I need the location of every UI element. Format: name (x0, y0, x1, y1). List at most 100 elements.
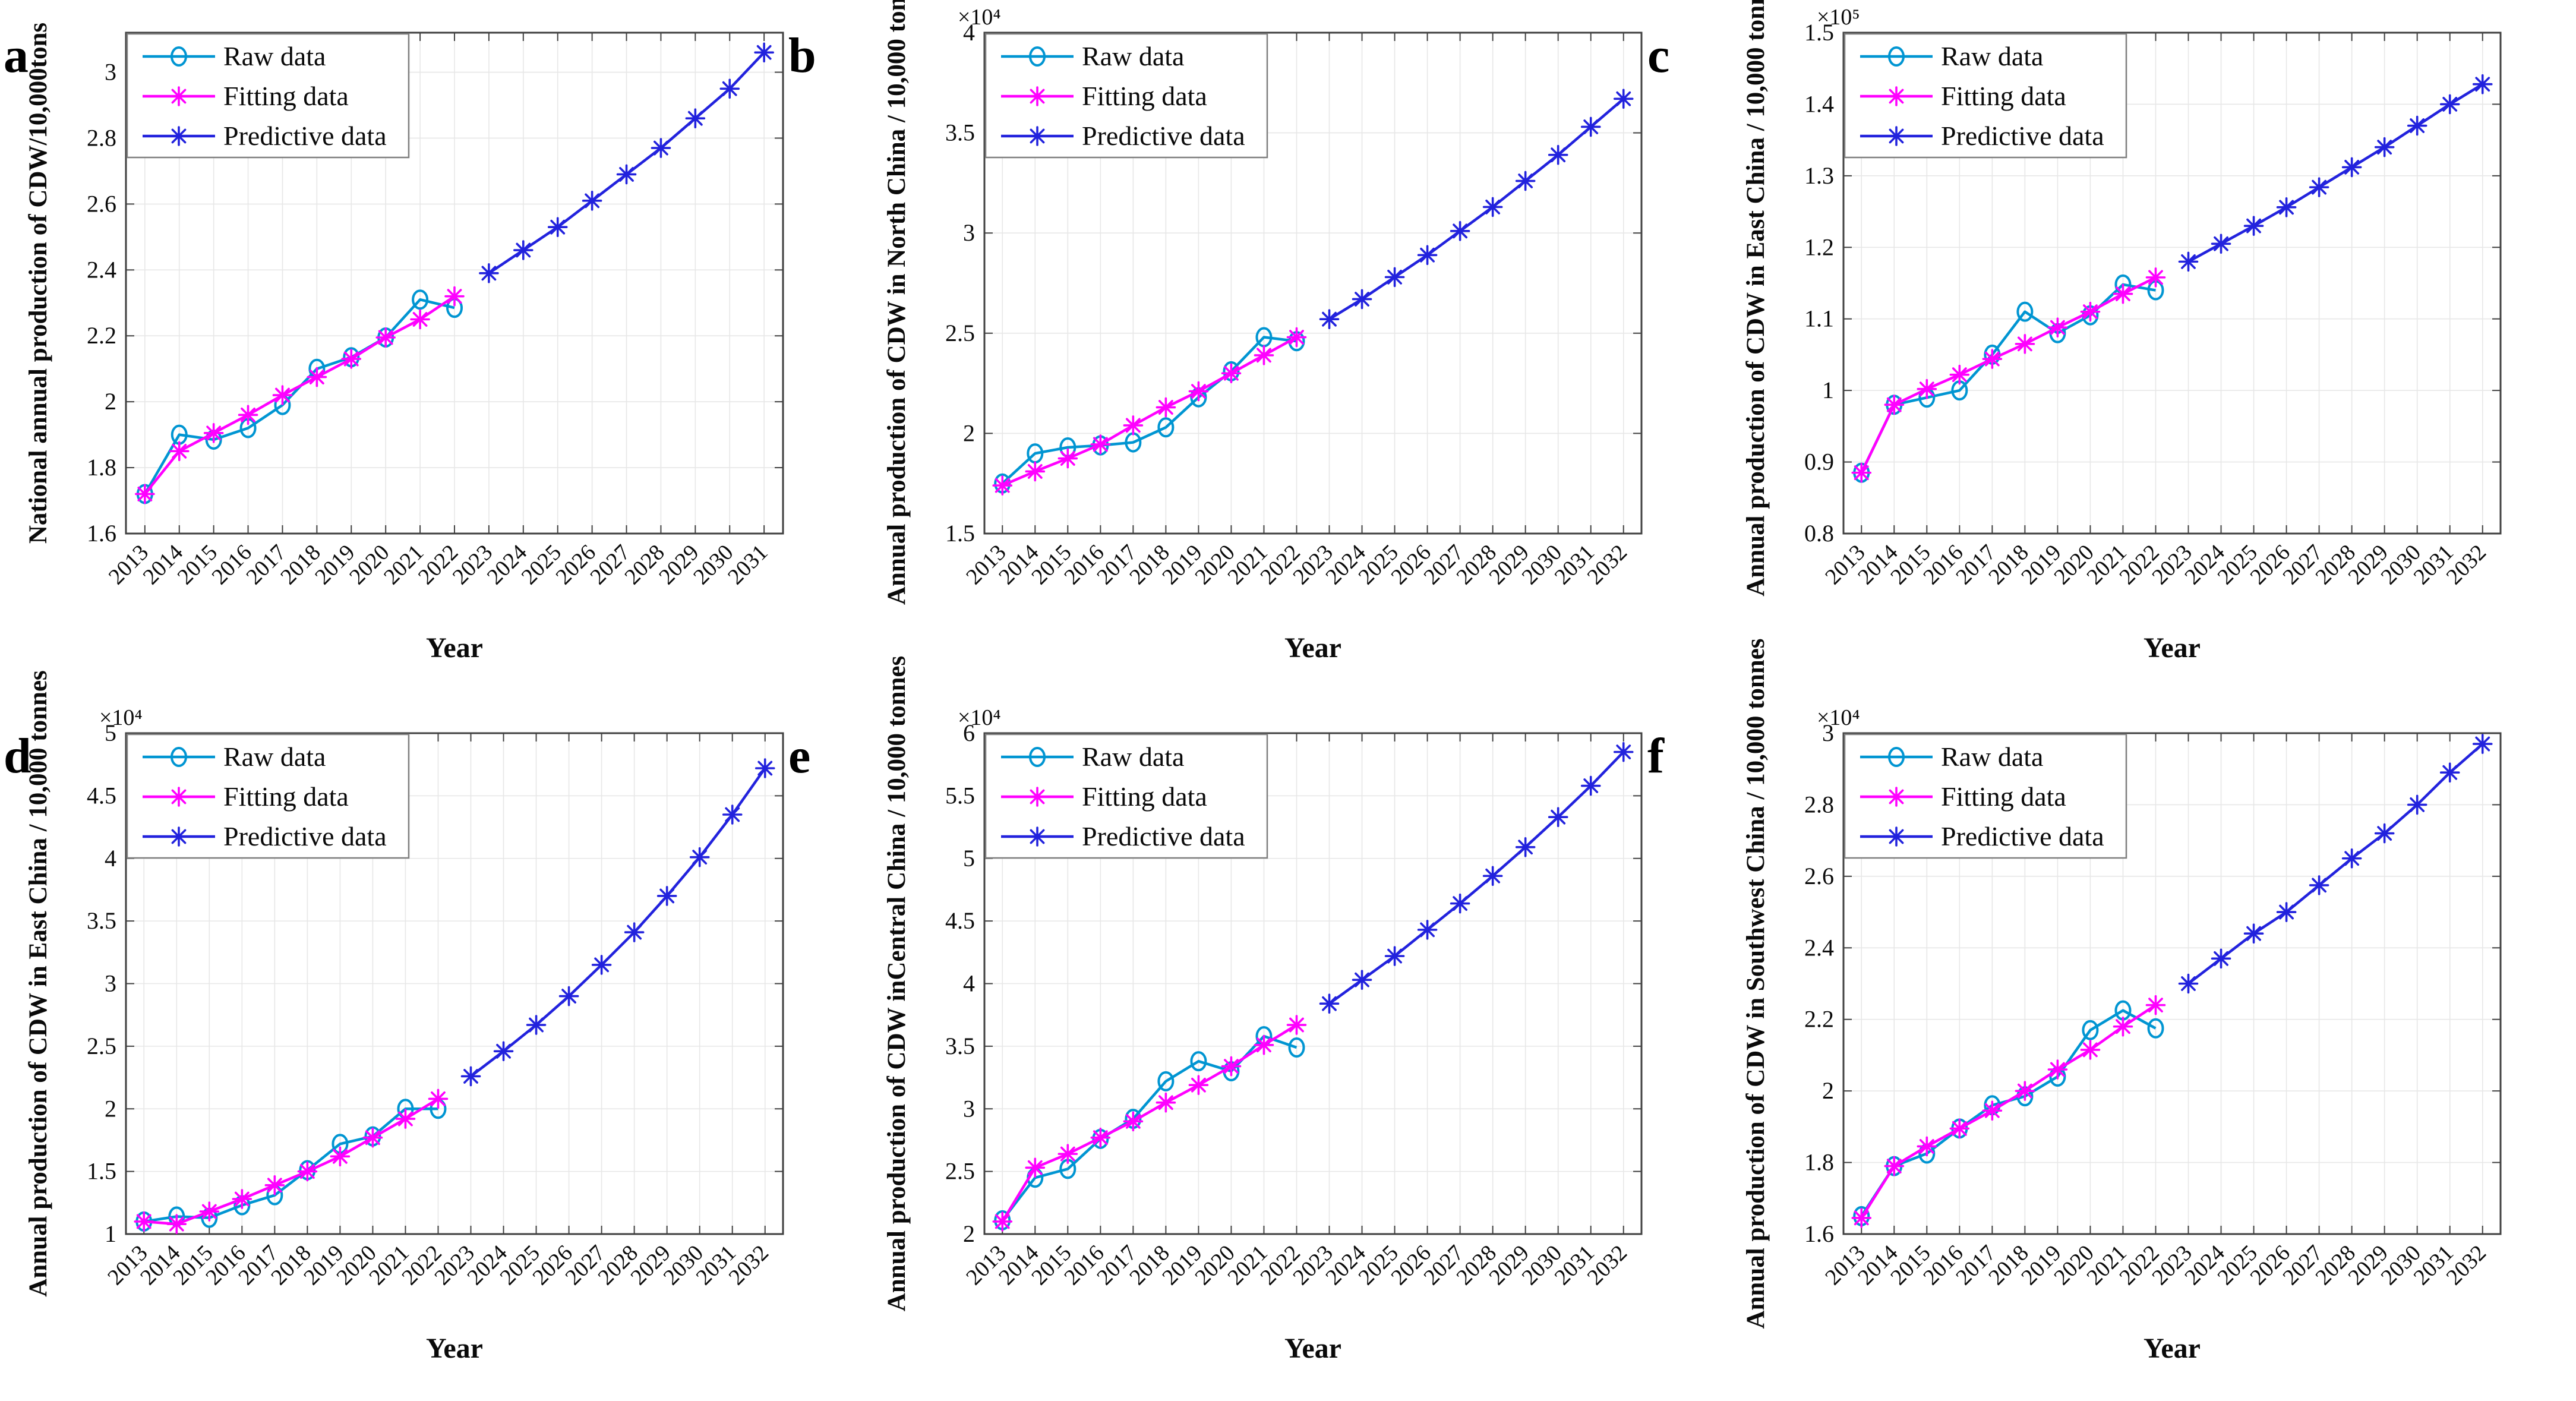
chart-c: 0.80.911.11.21.31.41.5201320142015201620… (1742, 0, 2502, 664)
asterisk-marker (1158, 1095, 1173, 1110)
y-tick-label: 2.6 (87, 190, 116, 217)
asterisk-marker (412, 312, 428, 327)
asterisk-marker (1854, 1210, 1869, 1226)
y-tick-label: 1.5 (87, 1158, 116, 1185)
y-tick-label: 2.6 (1804, 863, 1834, 889)
asterisk-marker (2116, 1019, 2130, 1034)
legend: Raw data Fitting data Predictive data (984, 733, 1268, 859)
asterisk-marker (1583, 778, 1599, 793)
raw-line (143, 298, 455, 495)
y-tick-label: 1 (1822, 377, 1834, 403)
legend-circle-marker (1029, 46, 1046, 67)
chart-f: 1.61.822.22.42.62.8320132014201520162017… (1742, 638, 2502, 1364)
asterisk-marker (1191, 384, 1206, 399)
legend: Raw data Fitting data Predictive data (1843, 733, 2127, 859)
y-tick-label: 1.4 (1804, 90, 1834, 117)
asterisk-marker (1060, 1146, 1075, 1162)
asterisk-marker (1355, 292, 1369, 307)
asterisk-marker (1551, 147, 1566, 163)
legend-label: Fitting data (1941, 81, 2066, 111)
asterisk-marker (2410, 118, 2425, 133)
asterisk-marker (1125, 1113, 1141, 1129)
panel-letter-b: b (788, 28, 816, 83)
panel-a: a 1.6 1.8 2 2.2 2.4 2.6 2.8 3 2013 2014 2015 2016 20… (0, 0, 858, 700)
asterisk-marker (1952, 367, 1967, 383)
y-tick-label: 3.5 (945, 119, 975, 146)
asterisk-marker (365, 1130, 380, 1146)
y-tick-label: 2.4 (87, 256, 116, 283)
asterisk-marker (2475, 736, 2490, 752)
asterisk-marker (1257, 348, 1271, 363)
asterisk-marker (1453, 223, 1468, 239)
y-tick-label: 4 (105, 845, 116, 872)
legend-label: Fitting data (1941, 781, 2066, 812)
panel-letter-e: e (788, 728, 811, 784)
asterisk-marker (2344, 159, 2360, 175)
legend: Raw data Fitting data Predictive data (126, 733, 410, 859)
asterisk-marker (2475, 77, 2490, 92)
y-tick-label: 1.3 (1804, 162, 1834, 189)
series-fitting (1851, 267, 2166, 483)
legend-label: Predictive data (223, 121, 387, 151)
legend-circle-marker (171, 46, 187, 67)
asterisk-marker (1030, 789, 1045, 804)
asterisk-marker (722, 81, 737, 96)
legend-circle-marker (1888, 747, 1905, 767)
asterisk-marker (2377, 140, 2392, 155)
y-tick-label: 1.5 (1804, 19, 1834, 46)
asterisk-marker (481, 266, 497, 281)
asterisk-marker (2148, 270, 2163, 285)
fitting-line (144, 295, 456, 495)
asterisk-marker (309, 370, 324, 384)
y-tick-label: 1.6 (87, 520, 116, 547)
y-tick-label: 3.5 (945, 1033, 975, 1059)
asterisk-marker (995, 1214, 1010, 1229)
legend-circle-marker (1029, 747, 1046, 767)
asterisk-marker (1158, 400, 1173, 415)
asterisk-marker (2246, 218, 2261, 234)
y-tick-label: 4.5 (945, 907, 975, 934)
y-tick-label: 4 (963, 970, 975, 997)
y-tick-label: 0.9 (1804, 449, 1834, 475)
y-axis-label: National annual production of CDW/10,000… (24, 23, 52, 544)
series-predictive (2178, 74, 2493, 272)
asterisk-marker (1191, 1077, 1206, 1093)
asterisk-marker (516, 242, 531, 258)
circle-marker (412, 289, 429, 310)
asterisk-marker (585, 193, 600, 209)
y-tick-label: 2.2 (87, 322, 116, 349)
asterisk-marker (137, 487, 153, 501)
asterisk-marker (463, 1069, 478, 1084)
axes (1842, 31, 2502, 535)
asterisk-marker (2344, 851, 2360, 866)
raw-line (1001, 1034, 1298, 1222)
asterisk-marker (1984, 351, 2000, 367)
axes (1842, 732, 2502, 1235)
circle-marker (1190, 1051, 1207, 1072)
asterisk-marker (496, 1043, 511, 1059)
asterisk-marker (299, 1164, 315, 1179)
legend-label: Fitting data (1082, 81, 1207, 111)
asterisk-marker (756, 45, 772, 60)
circle-marker (2082, 1020, 2099, 1040)
axis-exponent-label: ×10⁵ (1817, 5, 1860, 30)
x-tick-label: 2032 (724, 1241, 774, 1290)
asterisk-marker (2181, 254, 2196, 269)
asterisk-marker (2050, 320, 2065, 335)
x-axis-label: Year (2143, 1333, 2201, 1364)
y-tick-label: 2 (105, 1095, 116, 1122)
asterisk-marker (431, 1091, 446, 1106)
series-fitting (1851, 995, 2166, 1228)
asterisk-marker (2017, 1083, 2032, 1099)
asterisk-marker (725, 807, 740, 822)
asterisk-marker (2312, 878, 2327, 893)
y-tick-label: 2.5 (945, 1158, 975, 1185)
y-tick-label: 5 (105, 720, 116, 746)
asterisk-marker (2312, 179, 2327, 195)
panel-letter-a: a (4, 28, 29, 83)
legend-label: Fitting data (223, 781, 349, 812)
series-fitting (135, 286, 465, 504)
series-predictive (479, 42, 774, 283)
legend: Raw data Fitting data Predictive data (126, 33, 410, 159)
asterisk-marker (1616, 91, 1631, 106)
